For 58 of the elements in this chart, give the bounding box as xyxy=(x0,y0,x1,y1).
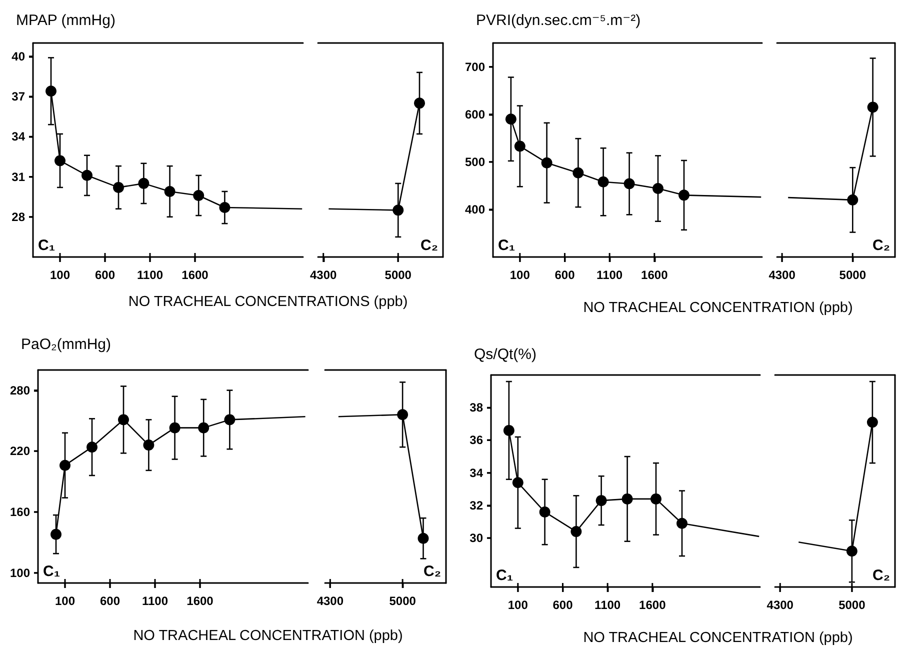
chart-title: PaO₂(mmHg) xyxy=(21,336,111,353)
x-tick-label: 1600 xyxy=(186,594,214,608)
chart-title: Qs/Qt(%) xyxy=(474,346,536,363)
x-tick-label: 1600 xyxy=(639,598,666,612)
y-tick-label: 100 xyxy=(10,566,30,580)
x-axis-title: NO TRACHEAL CONCENTRATIONS (ppb) xyxy=(128,294,408,310)
x-tick-label: 5000 xyxy=(389,594,416,608)
annotation: C₁ xyxy=(496,567,514,584)
x-tick-label: 1600 xyxy=(641,268,668,282)
chart-title: PVRI(dyn.sec.cm⁻⁵.m⁻²) xyxy=(476,12,641,29)
y-tick-label: 40 xyxy=(12,49,26,64)
x-tick-label: 100 xyxy=(510,268,530,282)
y-tick-label: 28 xyxy=(12,210,26,224)
y-tick-label: 38 xyxy=(470,400,484,415)
x-tick-label: 4300 xyxy=(316,594,344,608)
y-tick-label: 32 xyxy=(470,498,484,512)
x-tick-label: 1100 xyxy=(136,268,164,282)
x-tick-label: 600 xyxy=(552,598,574,612)
x-tick-label: 1100 xyxy=(142,594,168,608)
y-tick-label: 700 xyxy=(464,60,486,74)
x-tick-label: 4300 xyxy=(766,598,794,612)
x-tick-label: 1600 xyxy=(182,268,209,282)
y-tick-label: 600 xyxy=(464,107,486,122)
y-tick-label: 34 xyxy=(470,466,484,480)
x-tick-label: 600 xyxy=(554,268,576,282)
x-tick-label: 5000 xyxy=(384,268,412,282)
x-tick-label: 5000 xyxy=(838,598,866,612)
y-tick-label: 31 xyxy=(12,170,26,184)
x-tick-label: 1100 xyxy=(594,598,621,612)
y-tick-label: 160 xyxy=(10,505,30,519)
y-tick-label: 34 xyxy=(12,130,26,144)
y-tick-label: 400 xyxy=(464,202,486,216)
annotation: C₁ xyxy=(43,563,60,580)
x-tick-label: 100 xyxy=(54,594,76,608)
y-tick-label: 280 xyxy=(10,383,30,398)
x-axis-title: NO TRACHEAL CONCENTRATION (ppb) xyxy=(583,300,853,316)
x-axis-title: NO TRACHEAL CONCENTRATION (ppb) xyxy=(133,628,403,644)
annotation: C₂ xyxy=(872,567,890,584)
y-tick-label: 220 xyxy=(10,444,30,458)
annotation: C₂ xyxy=(872,237,890,254)
x-tick-label: 100 xyxy=(50,268,70,282)
annotation: C₂ xyxy=(424,563,441,580)
annotation: C₁ xyxy=(498,237,516,254)
chart-title: MPAP (mmHg) xyxy=(16,12,116,29)
x-tick-label: 4300 xyxy=(310,268,338,282)
x-tick-label: 1100 xyxy=(596,268,623,282)
y-tick-label: 36 xyxy=(470,433,484,448)
x-tick-label: 5000 xyxy=(839,268,866,282)
annotation: C₂ xyxy=(420,237,438,254)
x-tick-label: 4300 xyxy=(768,268,796,282)
annotation: C₁ xyxy=(38,237,56,254)
x-tick-label: 100 xyxy=(508,598,528,612)
x-tick-label: 600 xyxy=(100,594,120,608)
y-tick-label: 500 xyxy=(464,154,486,169)
y-tick-label: 30 xyxy=(470,531,484,546)
x-axis-title: NO TRACHEAL CONCENTRATION (ppb) xyxy=(583,630,853,646)
y-tick-label: 37 xyxy=(12,90,26,104)
x-tick-label: 600 xyxy=(94,268,116,282)
